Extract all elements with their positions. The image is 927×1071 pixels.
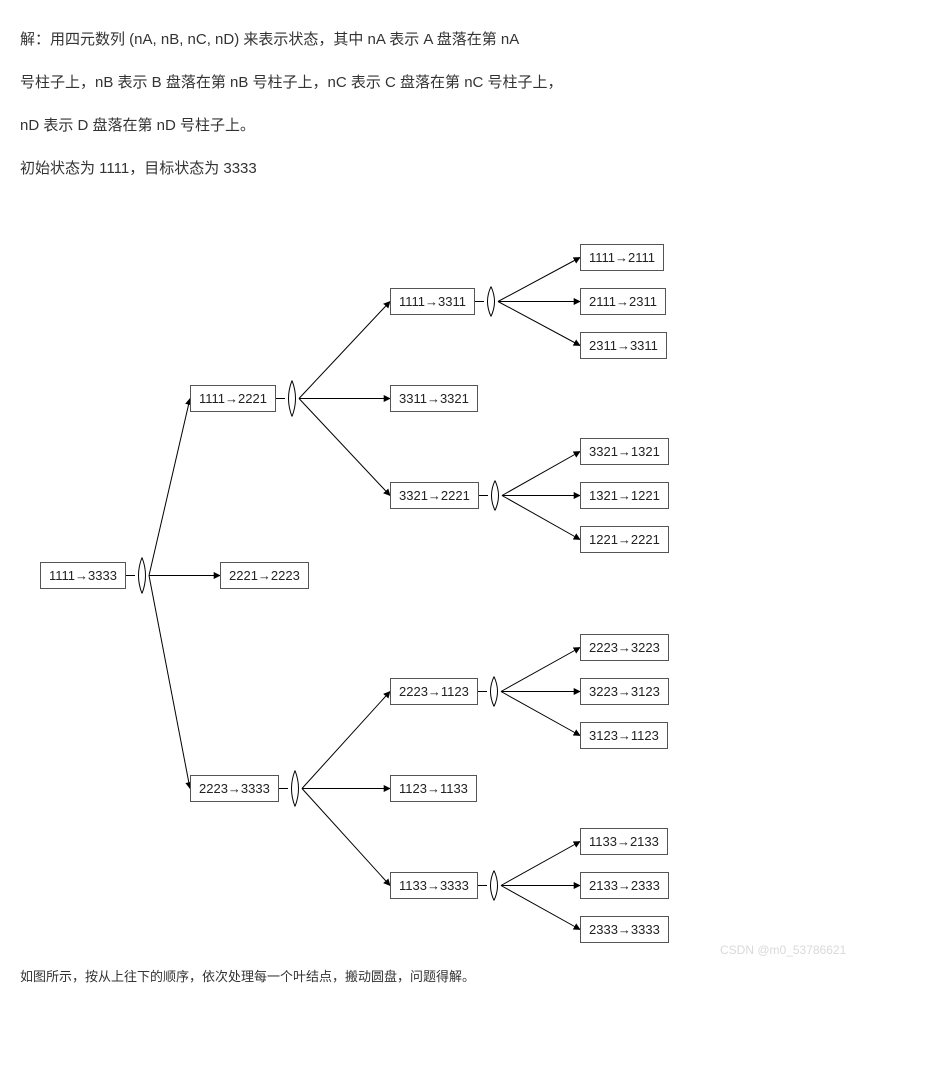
tree-node: 2333→3333 [580, 916, 669, 943]
tree-node: 1133→2133 [580, 828, 668, 855]
tree-node: 2311→3311 [580, 332, 667, 359]
tree-node: 2221→2223 [220, 562, 309, 589]
tree-node: 1123→1133 [390, 775, 477, 802]
tree-node: 2223→3333 [190, 775, 279, 802]
tree-node: 3311→3321 [390, 385, 478, 412]
tree-node: 2223→3223 [580, 634, 669, 661]
tree-node: 1111→2221 [190, 385, 276, 412]
hanoi-tree-diagram: 1111→3333 2221→2223 1111→2221 1111→3311 3311… [20, 198, 880, 958]
explanation-line-2: 号柱子上，nB 表示 B 盘落在第 nB 号柱子上，nC 表示 C 盘落在第 n… [20, 63, 907, 102]
tree-node: 2223→1123 [390, 678, 478, 705]
tree-node: 1221→2221 [580, 526, 669, 553]
conclusion-text: 如图所示，按从上往下的顺序，依次处理每一个叶结点，搬动圆盘，问题得解。 [20, 968, 907, 986]
tree-node: 1111→3333 [40, 562, 126, 589]
explanation-line-1: 解：用四元数列 (nA, nB, nC, nD) 来表示状态，其中 nA 表示 … [20, 20, 907, 59]
explanation-line-3: nD 表示 D 盘落在第 nD 号柱子上。 [20, 106, 907, 145]
tree-node: 2133→2333 [580, 872, 669, 899]
tree-node: 1111→3311 [390, 288, 475, 315]
initial-target-state: 初始状态为 1111，目标状态为 3333 [20, 149, 907, 188]
tree-node: 1133→3333 [390, 872, 478, 899]
tree-node: 1321→1221 [580, 482, 669, 509]
tree-node: 1111→2111 [580, 244, 664, 271]
tree-node: 3223→3123 [580, 678, 669, 705]
csdn-watermark: CSDN @m0_53786621 [720, 944, 846, 956]
tree-node: 3123→1123 [580, 722, 668, 749]
tree-node: 2111→2311 [580, 288, 666, 315]
tree-node: 3321→1321 [580, 438, 669, 465]
tree-node: 3321→2221 [390, 482, 479, 509]
